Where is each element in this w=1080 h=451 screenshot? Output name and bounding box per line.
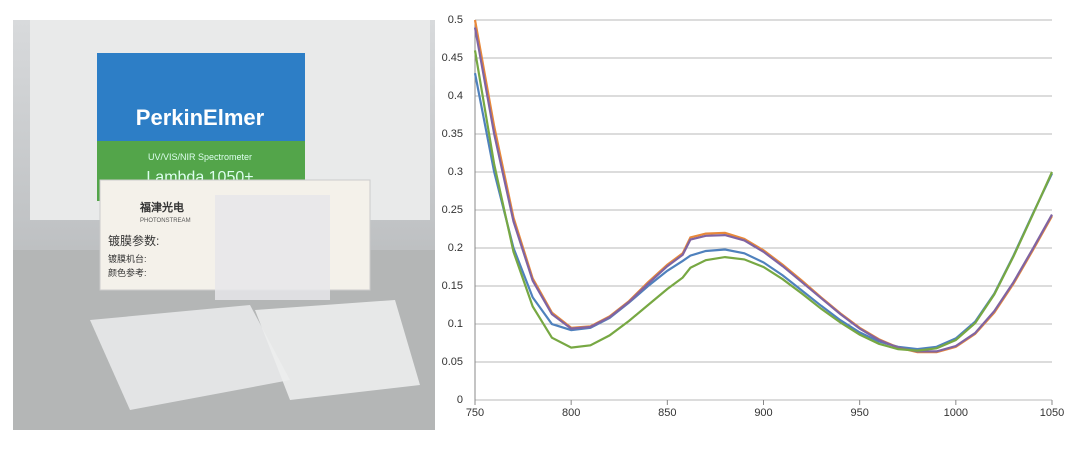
field: 镀膜机台: [108, 253, 147, 264]
glass-sample [215, 195, 330, 300]
chart: 0 0.05 0.1 0.15 0.2 0.25 0.3 0.35 0.4 0.45 0.5 750 8… [442, 14, 1065, 419]
field: 镀膜参数: [108, 233, 159, 248]
x-tick-label: 1000 [944, 407, 968, 419]
y-tick-label: 0.3 [448, 166, 463, 178]
x-tick-label: 950 [850, 407, 868, 419]
company-en: PHOTONSTREAM [140, 218, 191, 224]
y-tick-label: 0.25 [442, 204, 463, 216]
series-line [473, 27, 1053, 353]
series-line [473, 72, 1053, 351]
x-tick-label: 850 [658, 407, 676, 419]
x-tick-label: 900 [754, 407, 772, 419]
glass-slide [255, 300, 420, 400]
glass-slide [90, 305, 290, 410]
y-tick-label: 0.1 [448, 318, 463, 330]
photo: PerkinElmer UV/VIS/NIR Spectrometer Lamb… [13, 20, 435, 430]
y-tick-label: 0.5 [448, 14, 463, 26]
series-line [473, 19, 1053, 354]
model-line: UV/VIS/NIR Spectrometer [148, 152, 252, 162]
y-tick-label: 0 [457, 394, 463, 406]
y-tick-label: 0.4 [448, 90, 463, 102]
x-tick-label: 800 [562, 407, 580, 419]
x-tick-label: 750 [466, 407, 484, 419]
company: 福津光电 [139, 200, 184, 214]
brand-panel [97, 53, 305, 141]
y-tick-label: 0.15 [442, 280, 463, 292]
brand-label: PerkinElmer [136, 105, 265, 130]
series-line [473, 50, 1054, 352]
x-tick-label: 1050 [1040, 407, 1064, 419]
y-tick-label: 0.35 [442, 128, 463, 140]
field: 颜色参考: [108, 267, 147, 278]
y-tick-label: 0.05 [442, 356, 463, 368]
y-tick-label: 0.45 [442, 52, 463, 64]
y-tick-label: 0.2 [448, 242, 463, 254]
